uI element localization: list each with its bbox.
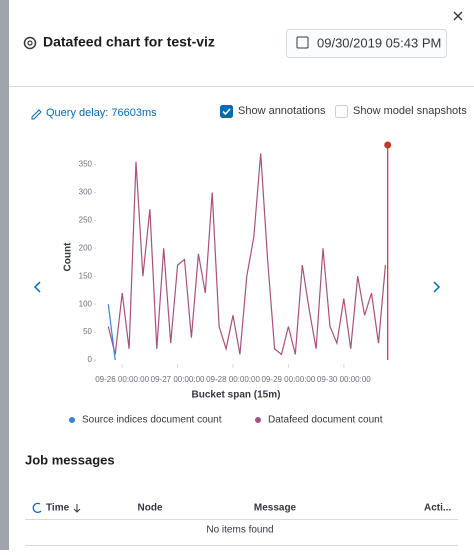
x-tick-label: 09-29 00:00:00 bbox=[261, 375, 315, 384]
chart: 0 50 100 150 200 250 300 350 09-26 00:00:00 09-27… bbox=[79, 141, 392, 384]
y-tick-label: 350 bbox=[79, 160, 93, 169]
next-button[interactable] bbox=[433, 281, 441, 293]
x-tick-label: 09-28 00:00:00 bbox=[206, 375, 260, 384]
legend-marker bbox=[255, 417, 261, 423]
x-tick-label: 09-27 00:00:00 bbox=[151, 375, 205, 384]
table: Time Node Message Acti... bbox=[46, 503, 451, 514]
y-tick-label: 0 bbox=[88, 355, 93, 364]
legend-label: Source indices document count bbox=[82, 415, 222, 426]
x-tick-label: 09-30 00:00:00 bbox=[317, 375, 371, 384]
date-picker[interactable] bbox=[286, 29, 447, 58]
legend-marker bbox=[69, 417, 75, 423]
checkbox-box bbox=[220, 105, 233, 118]
column-header: Time bbox=[46, 503, 70, 514]
checkmark bbox=[222, 108, 231, 116]
title-icon-inner bbox=[27, 40, 33, 46]
refresh-icon[interactable] bbox=[32, 502, 42, 514]
y-tick-label: 150 bbox=[79, 271, 93, 280]
legend-label: Datafeed document count bbox=[268, 415, 383, 426]
edit-icon[interactable] bbox=[31, 109, 42, 120]
title: Datafeed chart for test-viz bbox=[43, 34, 215, 50]
series-line bbox=[107, 153, 386, 356]
annotation-marker bbox=[384, 141, 392, 149]
x-axis-label: Bucket span (15m) bbox=[192, 390, 281, 401]
empty-message: No items found bbox=[206, 525, 273, 536]
panel bbox=[9, 0, 474, 550]
x-tick-label: 09-26 00:00:00 bbox=[95, 375, 149, 384]
series-line bbox=[107, 304, 116, 361]
prev-button[interactable] bbox=[33, 281, 41, 293]
column-header: Message bbox=[254, 503, 297, 514]
annotations-checkbox[interactable] bbox=[220, 105, 233, 118]
checkbox-label: Show model snapshots bbox=[353, 105, 467, 117]
query-delay[interactable]: Query delay: 76603ms bbox=[46, 107, 157, 119]
y-axis-label: Count bbox=[63, 242, 74, 272]
snapshots-checkbox[interactable] bbox=[335, 105, 348, 118]
sort-icon[interactable] bbox=[73, 504, 81, 513]
overlay bbox=[0, 0, 9, 550]
y-tick-label: 50 bbox=[83, 327, 92, 336]
column-header: Node bbox=[138, 503, 163, 514]
calendar-icon bbox=[296, 36, 309, 49]
checkbox-label: Show annotations bbox=[238, 105, 326, 117]
y-tick-label: 250 bbox=[79, 215, 93, 224]
date-text: 09/30/2019 05:43 PM bbox=[317, 35, 441, 50]
title-icon bbox=[23, 36, 37, 50]
y-tick-label: 300 bbox=[79, 188, 93, 197]
y-tick-label: 200 bbox=[79, 243, 93, 252]
section-title: Job messages bbox=[25, 452, 115, 467]
checkbox-box bbox=[335, 105, 348, 118]
column-header: Acti... bbox=[424, 503, 451, 514]
legend: Datafeed document count Source indices do… bbox=[69, 415, 383, 426]
close-button[interactable] bbox=[453, 11, 463, 21]
y-tick-label: 100 bbox=[79, 299, 93, 308]
